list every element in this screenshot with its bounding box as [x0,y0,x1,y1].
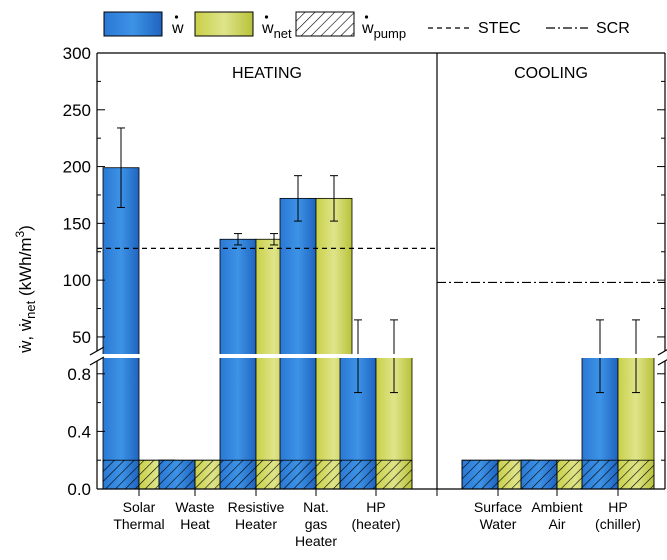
bar-w-2 [219,238,257,490]
x-tick-label-2: Resistive Heater [228,499,285,532]
axis-break-mark-1-b [657,359,667,366]
axis-break-mark-0-b [89,356,105,366]
svg-text:w: w [171,20,184,37]
legend-swatch-wpump [295,11,355,37]
x-tick-label-6: Ambient Air [531,499,582,532]
bar-w-0 [102,167,140,490]
legend-label-scr: SCR [596,20,630,37]
legend-label-stec: STEC [478,20,521,37]
axis-break-mark-0-a [89,346,105,356]
axis-break-gap [98,354,664,358]
y-tick-label-upper-2: 150 [63,214,91,233]
x-tick-label-0: Solar Thermal [113,499,164,532]
legend-label-w: w [171,15,184,37]
legend: w wnet wpump STEC SCR [103,11,630,41]
x-tick-label-3: Nat. gas Heater [295,499,337,549]
y-tick-label-upper-1: 100 [63,271,91,290]
legend-label-wnet: wnet [261,15,292,41]
bar-w-3 [279,197,317,490]
region-label-cooling: COOLING [514,65,588,82]
y-tick-label-lower-2: 0.8 [67,365,91,384]
svg-text:wnet: wnet [261,20,292,41]
y-axis-title: ẇ, ẇnet (kWh/m3) [13,225,38,354]
x-tick-label-1: Waste Heat [175,499,214,532]
x-tick-label-4: HP (heater) [351,499,400,532]
legend-swatch-wnet [194,11,254,37]
svg-text:ẇ, ẇnet (kWh/m3): ẇ, ẇnet (kWh/m3) [13,225,38,354]
y-tick-label-upper-0: 50 [72,328,91,347]
x-tick-label-7: HP (chiller) [595,499,641,532]
legend-label-wpump: wpump [361,15,406,41]
legend-swatch-w [103,11,163,37]
y-tick-label-upper-4: 250 [63,101,91,120]
y-tick-label-upper-3: 200 [63,158,91,177]
x-tick-label-5: Surface Water [474,499,522,532]
svg-text:wpump: wpump [361,20,406,41]
y-tick-label-lower-0: 0.0 [67,480,91,499]
y-tick-label-upper-5: 300 [63,44,91,63]
axis-break-mark-1-a [657,349,667,356]
region-label-heating: HEATING [232,65,302,82]
plot-area: 50 100 150 200 250 300 0.0 0.4 0.8 HEATING COOLING… [63,44,667,549]
y-tick-label-lower-1: 0.4 [67,422,91,441]
